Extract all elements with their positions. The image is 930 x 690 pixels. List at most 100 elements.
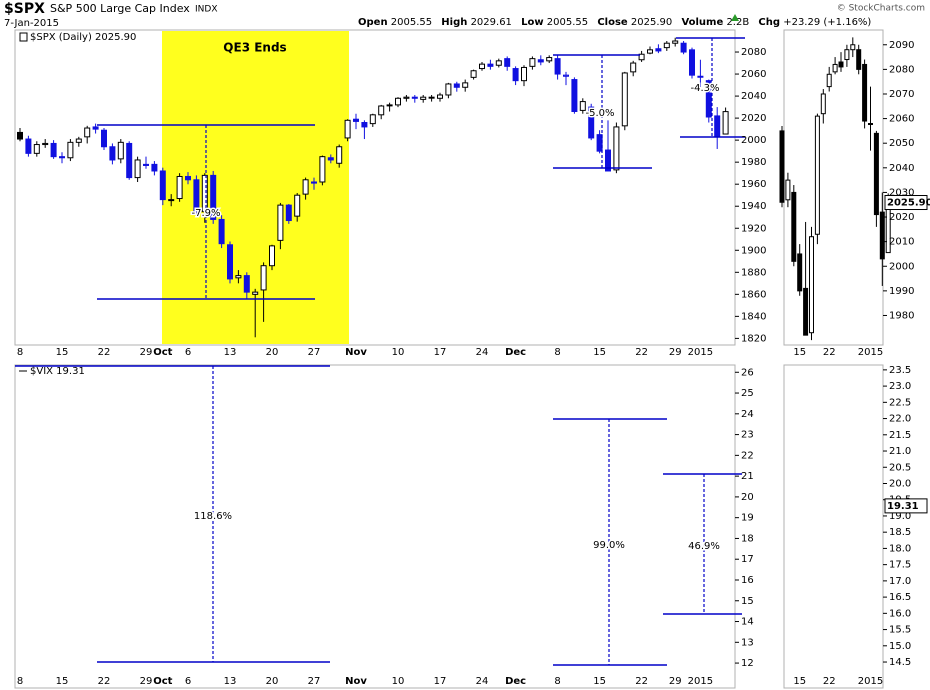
candle-body bbox=[277, 204, 284, 241]
candle-body bbox=[844, 49, 850, 61]
y-tick-label: 16.5 bbox=[889, 592, 911, 603]
candle-body bbox=[529, 58, 536, 67]
x-tick-label: 2015 bbox=[688, 676, 713, 687]
last-value-box bbox=[884, 498, 928, 514]
y-tick-label: 25 bbox=[741, 388, 754, 399]
candle-body bbox=[369, 114, 376, 125]
y-tick-label: 24 bbox=[741, 409, 754, 420]
candle-body bbox=[336, 146, 343, 164]
candle-body bbox=[826, 73, 832, 88]
y-tick-label: 17.5 bbox=[889, 560, 911, 571]
candle-body bbox=[832, 63, 838, 73]
x-tick-label: 10 bbox=[392, 347, 405, 358]
x-tick-label: 8 bbox=[554, 347, 560, 358]
x-tick-label: 15 bbox=[593, 347, 606, 358]
drawdown-label: -7.9% bbox=[191, 208, 220, 219]
y-tick-label: 22.0 bbox=[889, 414, 911, 425]
candle-body bbox=[630, 62, 637, 73]
x-tick-label: 22 bbox=[823, 676, 836, 687]
drawdown-label: -5.0% bbox=[585, 108, 614, 119]
x-tick-label: 24 bbox=[476, 347, 489, 358]
candle-body bbox=[134, 159, 141, 179]
candle-body bbox=[159, 170, 166, 201]
candle-body bbox=[453, 83, 460, 88]
candle-body bbox=[395, 97, 401, 106]
candle-body bbox=[680, 42, 687, 53]
candle-body bbox=[319, 156, 326, 183]
candle-body bbox=[294, 194, 301, 217]
y-tick-label: 21.5 bbox=[889, 430, 911, 441]
y-tick-label: 1880 bbox=[741, 267, 766, 278]
y-tick-label: 23 bbox=[741, 430, 754, 441]
candle-body bbox=[92, 126, 99, 130]
drawdown-label: -4.3% bbox=[690, 83, 719, 94]
y-tick-label: 21 bbox=[741, 471, 754, 482]
candle-body bbox=[554, 58, 561, 75]
candle-body bbox=[378, 105, 385, 116]
y-tick-label: 21.0 bbox=[889, 446, 911, 457]
candle-body bbox=[814, 115, 820, 235]
candle-body bbox=[495, 60, 502, 66]
candle-body bbox=[705, 80, 712, 118]
candle-body bbox=[260, 265, 267, 291]
last-value-label: 2025.90 bbox=[887, 198, 930, 209]
candle-body bbox=[605, 149, 611, 172]
y-tick-label: 18.0 bbox=[889, 543, 911, 554]
x-tick-label: 24 bbox=[476, 676, 489, 687]
x-tick-label: 27 bbox=[308, 347, 321, 358]
candle-body bbox=[521, 66, 527, 82]
x-tick-label: Oct bbox=[153, 676, 172, 687]
header-date: 7-Jan-2015 bbox=[4, 18, 59, 29]
y-tick-label: 1840 bbox=[741, 311, 766, 322]
candle-body bbox=[243, 275, 250, 293]
x-tick-label: 15 bbox=[793, 347, 806, 358]
candle-body bbox=[420, 96, 427, 100]
y-tick-label: 2040 bbox=[889, 163, 914, 174]
last-value-box bbox=[884, 195, 928, 211]
candle-body bbox=[820, 93, 826, 115]
y-tick-label: 19.0 bbox=[889, 511, 911, 522]
candle-body bbox=[621, 72, 628, 127]
candle-body bbox=[655, 48, 662, 52]
candle-body bbox=[504, 58, 511, 67]
y-tick-label: 20 bbox=[741, 492, 754, 503]
candle-body bbox=[33, 144, 40, 154]
y-tick-label: 15 bbox=[741, 596, 754, 607]
candle-body bbox=[487, 63, 494, 67]
legend-icon bbox=[19, 32, 28, 42]
x-tick-label: 29 bbox=[669, 347, 682, 358]
spike-label: 118.6% bbox=[194, 511, 232, 522]
candle-body bbox=[537, 59, 544, 63]
candle-body bbox=[803, 287, 809, 336]
y-tick-label: 2060 bbox=[741, 69, 766, 80]
y-tick-label: 2080 bbox=[741, 47, 766, 58]
quote-label: Close bbox=[597, 17, 628, 28]
candle-body bbox=[647, 49, 653, 54]
quote-value: 2005.55 bbox=[391, 17, 432, 28]
x-tick-label: 29 bbox=[669, 676, 682, 687]
y-tick-label: 14.5 bbox=[889, 657, 911, 668]
candle-body bbox=[588, 106, 595, 139]
x-tick-label: 17 bbox=[434, 347, 447, 358]
y-tick-label: 22 bbox=[741, 450, 754, 461]
spike-label: 99.0% bbox=[593, 540, 625, 551]
candle-body bbox=[403, 96, 410, 99]
y-tick-label: 14 bbox=[741, 617, 754, 628]
y-tick-label: 20.5 bbox=[889, 462, 911, 473]
candle-body bbox=[445, 83, 452, 96]
candle-body bbox=[75, 138, 82, 143]
x-tick-label: 6 bbox=[185, 347, 191, 358]
x-tick-label: 8 bbox=[17, 676, 23, 687]
candle-body bbox=[151, 163, 158, 172]
candle-body bbox=[714, 115, 721, 138]
candle-body bbox=[168, 199, 175, 202]
candle-body bbox=[722, 111, 729, 135]
x-tick-label: 10 bbox=[392, 676, 405, 687]
candle-body bbox=[311, 181, 317, 184]
y-tick-label: 15.5 bbox=[889, 625, 911, 636]
candle-body bbox=[613, 126, 620, 171]
candle-body bbox=[868, 123, 873, 126]
y-tick-label: 2080 bbox=[889, 64, 914, 75]
candle-body bbox=[411, 96, 418, 99]
candle-body bbox=[809, 236, 814, 334]
